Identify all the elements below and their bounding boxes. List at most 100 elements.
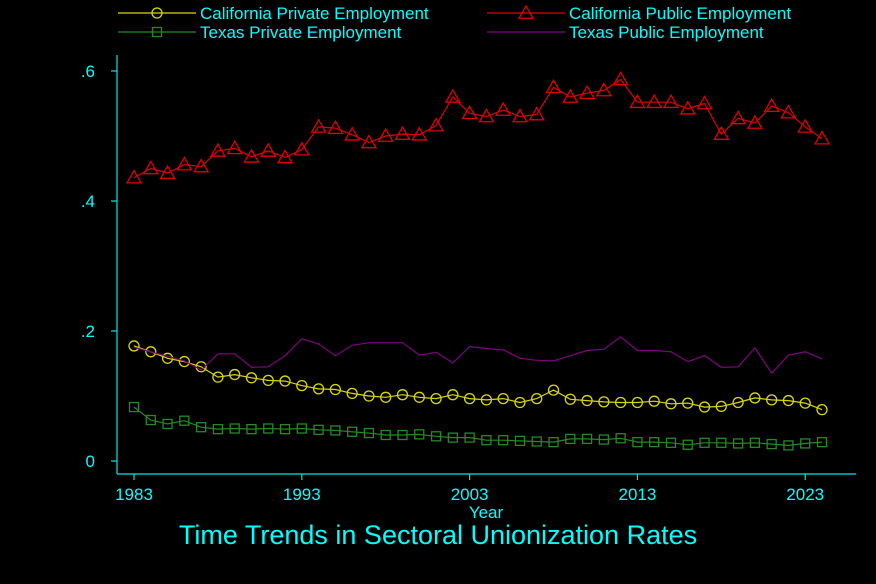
data-point — [631, 396, 644, 409]
data-point — [411, 126, 428, 141]
data-point — [800, 438, 811, 449]
data-point — [679, 100, 696, 115]
y-tick-label: .2 — [81, 322, 95, 341]
data-point — [565, 433, 576, 445]
data-point — [498, 435, 509, 446]
data-point — [344, 126, 361, 141]
data-point — [195, 422, 207, 433]
data-point — [497, 392, 509, 405]
data-point — [312, 383, 325, 395]
data-point — [528, 106, 545, 121]
series-california-private-employment — [128, 340, 828, 416]
data-point — [162, 418, 173, 430]
data-point — [598, 434, 610, 445]
data-point — [816, 436, 828, 448]
axes: 0 .2 .4 .6 1983 1993 2003 2013 2023 — [81, 55, 856, 504]
data-point — [427, 117, 445, 132]
data-point — [296, 379, 308, 392]
data-point — [614, 396, 627, 409]
data-point — [782, 394, 795, 407]
data-point — [648, 395, 660, 407]
legend-item: California Public Employment — [487, 4, 791, 23]
data-point — [279, 423, 291, 435]
data-point — [313, 424, 324, 435]
legend-label: Texas Private Employment — [200, 23, 402, 42]
x-tick-label: 1983 — [115, 485, 153, 504]
data-point — [329, 383, 342, 396]
data-point — [363, 427, 375, 439]
data-point — [632, 436, 643, 448]
data-point — [514, 396, 526, 409]
data-point — [581, 394, 593, 407]
data-point — [732, 438, 744, 449]
data-point — [413, 391, 425, 403]
data-point — [511, 108, 529, 123]
data-point — [128, 401, 140, 413]
legend-marker — [151, 7, 163, 19]
y-tick-label: 0 — [86, 452, 95, 471]
data-point — [547, 384, 560, 396]
data-point — [531, 436, 542, 447]
data-point — [346, 387, 358, 400]
legend: California Private Employment California … — [118, 4, 791, 42]
x-tick-label: 2013 — [619, 485, 657, 504]
data-point — [749, 392, 761, 404]
data-point — [531, 392, 543, 405]
legend-item: Texas Public Employment — [487, 23, 764, 42]
data-point — [749, 437, 761, 448]
data-point — [444, 88, 461, 103]
x-axis-label: Year — [469, 503, 504, 522]
data-point — [463, 392, 476, 405]
data-point — [212, 423, 224, 435]
chart-title: Time Trends in Sectoral Unionization Rat… — [179, 520, 697, 550]
data-point — [330, 425, 341, 436]
data-point — [178, 355, 190, 368]
data-point — [562, 88, 579, 103]
data-point — [262, 374, 274, 387]
data-point — [464, 432, 475, 443]
x-tick-label: 2023 — [786, 485, 824, 504]
data-point — [176, 156, 193, 171]
data-point — [145, 414, 156, 426]
data-point — [716, 437, 727, 448]
data-point — [380, 429, 391, 441]
data-point — [260, 142, 277, 157]
data-point — [629, 93, 646, 109]
legend-item: California Private Employment — [118, 4, 429, 23]
data-point — [243, 148, 260, 163]
legend-item: Texas Private Employment — [118, 23, 402, 42]
y-tick-label: .4 — [81, 192, 95, 211]
data-point — [430, 392, 442, 405]
data-point — [229, 368, 241, 381]
legend-marker — [151, 26, 163, 38]
data-point — [780, 104, 797, 119]
data-point — [612, 71, 629, 86]
data-point — [646, 93, 663, 109]
data-point — [548, 436, 559, 448]
data-point — [595, 82, 612, 97]
data-point — [766, 394, 778, 406]
data-point — [430, 431, 442, 442]
data-point — [763, 97, 780, 112]
legend-marker — [517, 4, 535, 19]
data-point — [713, 125, 730, 140]
series-line — [133, 336, 823, 375]
data-point — [813, 130, 831, 145]
data-point — [279, 375, 291, 387]
data-point — [564, 393, 576, 405]
data-point — [799, 397, 811, 409]
data-point — [495, 101, 512, 116]
series-texas-public-employment — [133, 336, 823, 375]
series-texas-private-employment — [128, 401, 828, 451]
data-point — [327, 119, 344, 135]
data-point — [598, 396, 610, 408]
data-point — [698, 401, 711, 413]
data-point — [414, 429, 425, 440]
data-point — [480, 394, 493, 406]
data-point — [310, 118, 327, 133]
data-point — [682, 397, 694, 409]
plot-area — [125, 71, 831, 451]
y-tick-label: .6 — [81, 62, 95, 81]
